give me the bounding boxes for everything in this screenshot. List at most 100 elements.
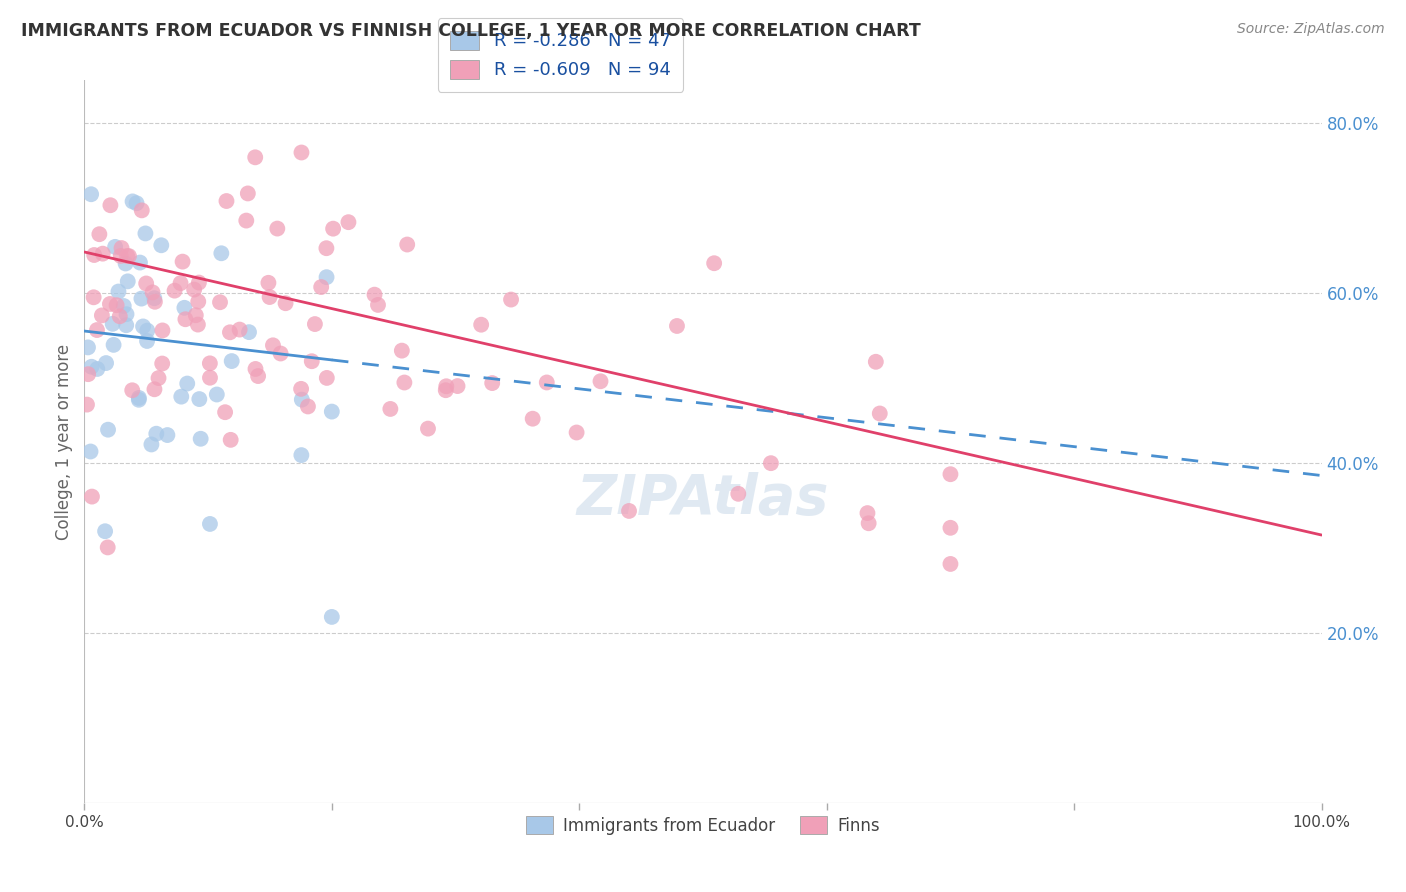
Point: [173, 301, 195, 315]
Point: [107, 285, 129, 299]
Point: [470, 318, 492, 332]
Point: [396, 237, 419, 252]
Point: [184, 308, 207, 322]
Point: [80, 187, 103, 202]
Point: [238, 325, 260, 339]
Point: [134, 227, 156, 241]
Point: [337, 215, 360, 229]
Point: [110, 249, 132, 263]
Point: [245, 150, 267, 164]
Point: [114, 256, 136, 270]
Point: [198, 370, 221, 384]
Point: [176, 376, 198, 391]
Point: [97, 423, 120, 437]
Point: [187, 294, 209, 309]
Point: [187, 276, 209, 290]
Point: [259, 290, 281, 304]
Point: [481, 376, 503, 390]
Point: [125, 196, 148, 211]
Point: [219, 326, 242, 340]
Point: [257, 276, 280, 290]
Point: [172, 254, 194, 268]
Point: [198, 356, 221, 370]
Point: [104, 240, 127, 254]
Point: [80, 359, 103, 374]
Point: [270, 346, 292, 360]
Point: [79, 444, 101, 458]
Point: [939, 467, 962, 482]
Point: [228, 322, 250, 336]
Point: [266, 221, 288, 235]
Point: [363, 287, 385, 301]
Point: [703, 256, 725, 270]
Point: [174, 312, 197, 326]
Point: [143, 294, 166, 309]
Point: [148, 371, 170, 385]
Point: [321, 610, 343, 624]
Point: [83, 290, 105, 304]
Point: [156, 428, 179, 442]
Point: [589, 374, 612, 388]
Point: [117, 274, 139, 288]
Point: [205, 387, 228, 401]
Point: [499, 293, 522, 307]
Point: [522, 411, 544, 425]
Point: [115, 249, 138, 263]
Point: [434, 379, 457, 393]
Point: [221, 354, 243, 368]
Point: [198, 516, 221, 531]
Point: [245, 362, 267, 376]
Text: Source: ZipAtlas.com: Source: ZipAtlas.com: [1237, 22, 1385, 37]
Point: [97, 541, 120, 555]
Point: [80, 490, 103, 504]
Point: [150, 357, 173, 371]
Point: [536, 376, 558, 390]
Point: [76, 398, 98, 412]
Point: [188, 392, 211, 406]
Point: [108, 310, 131, 324]
Point: [100, 198, 122, 212]
Point: [128, 391, 150, 405]
Point: [236, 186, 259, 201]
Point: [121, 194, 143, 209]
Point: [128, 392, 150, 407]
Point: [143, 291, 166, 305]
Point: [131, 203, 153, 218]
Point: [290, 145, 312, 160]
Point: [315, 270, 337, 285]
Point: [209, 246, 232, 260]
Point: [869, 407, 891, 421]
Point: [131, 292, 153, 306]
Text: ZIPAtlas: ZIPAtlas: [576, 473, 830, 526]
Point: [163, 284, 186, 298]
Point: [391, 343, 413, 358]
Point: [939, 557, 962, 571]
Point: [77, 367, 100, 381]
Point: [150, 238, 173, 252]
Point: [208, 295, 231, 310]
Point: [91, 246, 114, 260]
Point: [187, 318, 209, 332]
Point: [83, 248, 105, 262]
Point: [262, 338, 284, 352]
Point: [86, 323, 108, 337]
Point: [321, 404, 343, 418]
Text: IMMIGRANTS FROM ECUADOR VS FINNISH COLLEGE, 1 YEAR OR MORE CORRELATION CHART: IMMIGRANTS FROM ECUADOR VS FINNISH COLLE…: [21, 22, 921, 40]
Point: [143, 382, 166, 396]
Point: [290, 448, 312, 462]
Point: [309, 280, 332, 294]
Point: [98, 297, 121, 311]
Point: [115, 318, 138, 333]
Point: [665, 318, 688, 333]
Point: [101, 317, 124, 331]
Point: [865, 355, 887, 369]
Point: [105, 298, 128, 312]
Legend: Immigrants from Ecuador, Finns: Immigrants from Ecuador, Finns: [520, 809, 886, 841]
Point: [235, 213, 257, 227]
Point: [367, 298, 389, 312]
Point: [274, 296, 297, 310]
Point: [856, 506, 879, 520]
Point: [152, 323, 174, 337]
Point: [142, 285, 165, 300]
Point: [617, 504, 640, 518]
